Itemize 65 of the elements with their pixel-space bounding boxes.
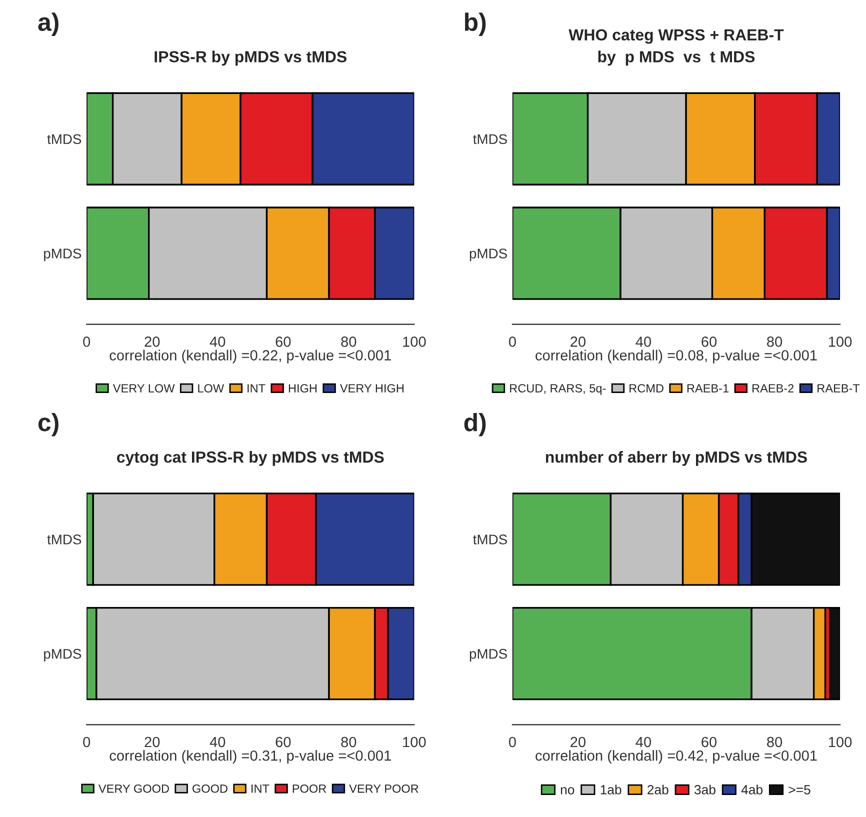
x-axis-title: correlation (kendall) =0.31, p-value =<0.001	[110, 750, 391, 764]
text: d)	[464, 412, 486, 436]
legend-label: VERY HIGH	[340, 384, 404, 392]
y-tick-label: pMDS	[470, 248, 507, 262]
legend-label: >=5	[788, 785, 810, 794]
x-tick-label: 20	[144, 336, 160, 347]
x-tick-label: 20	[144, 736, 160, 748]
legend-label: LOW	[198, 384, 224, 392]
x-tick-label: 40	[636, 336, 652, 347]
chart-title: IPSS-R by pMDS vs tMDS	[154, 50, 346, 66]
x-tick-label: 40	[636, 736, 652, 748]
legend-label: VERY LOW	[112, 384, 175, 392]
chart-title: number of aberr by pMDS vs tMDS	[546, 451, 807, 466]
x-tick-label: 40	[210, 736, 226, 748]
legend-label: RAEB-1	[687, 384, 729, 392]
y-tick-label: pMDS	[44, 648, 82, 662]
legend-label: GOOD	[192, 784, 228, 793]
legend-label: HIGH	[288, 384, 317, 392]
legend-label: 4ab	[741, 784, 763, 794]
x-tick-label: 60	[276, 336, 291, 347]
text: b)	[464, 12, 486, 36]
y-tick-label: tMDS	[473, 534, 507, 544]
legend-label: RAEB-2	[752, 384, 794, 392]
x-tick-label: 20	[570, 336, 586, 347]
x-tick-label: 80	[341, 736, 356, 748]
x-tick-label: 40	[210, 336, 226, 347]
x-tick-label: 60	[702, 736, 717, 748]
x-axis-title: correlation (kendall) =0.22, p-value =<0.001	[110, 350, 391, 364]
x-tick-label: 0	[508, 736, 516, 748]
x-axis-title: correlation (kendall) =0.42, p-value =<0.001	[536, 750, 817, 764]
legend-label: POOR	[292, 784, 326, 793]
legend-label: no	[560, 787, 574, 794]
legend-label: RCMD	[630, 384, 664, 392]
legend-label: 2ab	[648, 784, 668, 794]
y-tick-label: pMDS	[44, 248, 82, 262]
chart-title: WHO categ WPSS + RAEB-T by p MDS vs t MDS	[568, 29, 784, 66]
x-tick-label: 80	[767, 736, 782, 748]
x-tick-label: 100	[403, 736, 426, 748]
legend-label: RAEB-T	[818, 384, 860, 392]
text: c)	[38, 412, 58, 436]
legend-label: VERY GOOD	[98, 784, 169, 793]
legend-label: VERY POOR	[349, 784, 418, 793]
legend-label: INT	[252, 784, 270, 793]
x-tick-label: 80	[767, 336, 782, 347]
x-tick-label: 100	[403, 336, 426, 347]
x-tick-label: 0	[83, 736, 90, 748]
y-tick-label: pMDS	[470, 648, 507, 662]
x-tick-label: 0	[508, 336, 516, 347]
x-tick-label: 20	[570, 736, 586, 748]
y-tick-label: tMDS	[473, 134, 507, 144]
y-tick-label: tMDS	[47, 534, 82, 544]
legend-label: 1ab	[600, 784, 622, 794]
y-tick-label: tMDS	[47, 134, 82, 144]
legend-label: RCUD, RARS, 5q-	[510, 384, 606, 395]
legend-label: 3ab	[694, 784, 716, 794]
x-tick-label: 60	[276, 736, 291, 748]
legend-label: INT	[248, 384, 266, 392]
text: a)	[38, 12, 58, 36]
x-axis-title: correlation (kendall) =0.08, p-value =<0.001	[536, 350, 817, 364]
x-tick-label: 80	[341, 336, 356, 347]
chart-title: cytog cat IPSS-R by pMDS vs tMDS	[117, 451, 384, 466]
x-tick-label: 100	[828, 336, 852, 347]
x-tick-label: 100	[828, 736, 852, 748]
x-tick-label: 60	[702, 336, 717, 347]
x-tick-label: 0	[83, 336, 90, 347]
